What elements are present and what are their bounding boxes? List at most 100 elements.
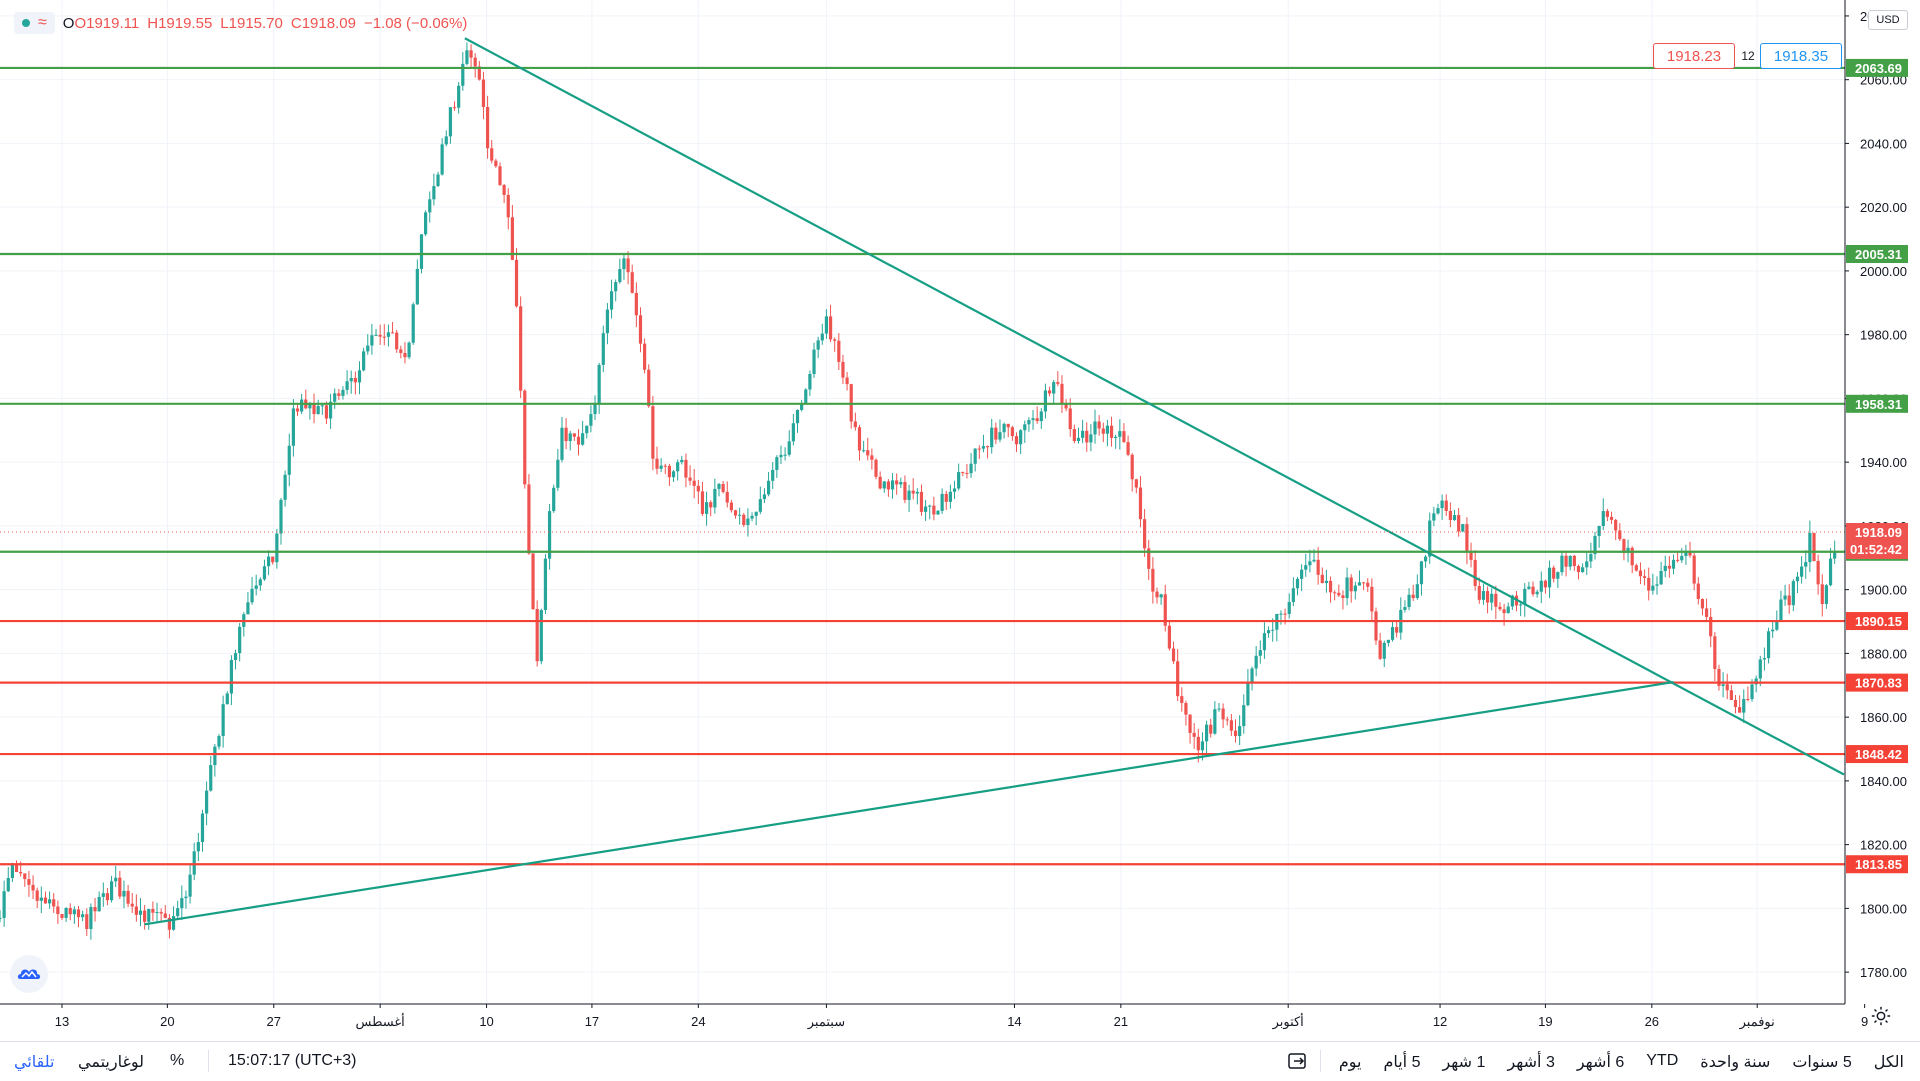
candle: [771, 462, 775, 489]
candle: [754, 511, 758, 526]
candle: [729, 499, 733, 513]
candle: [1469, 542, 1473, 568]
candle: [605, 303, 610, 345]
candle: [890, 473, 895, 499]
candle: [1581, 563, 1585, 573]
auto-scale-button[interactable]: تلقائي: [14, 1054, 55, 1071]
candle: [225, 691, 229, 705]
candle: [469, 44, 473, 68]
candle: [52, 893, 56, 913]
range-3m[interactable]: 3 أشهر: [1507, 1054, 1555, 1071]
legend-status-pill[interactable]: ≈: [14, 12, 55, 34]
candle: [1002, 422, 1006, 439]
candle: [242, 612, 246, 637]
clock-timezone[interactable]: 15:07:17 (UTC+3): [228, 1052, 357, 1069]
candle: [1295, 576, 1300, 596]
percent-scale-button[interactable]: %: [170, 1052, 185, 1069]
price-tick-label: 1860.00: [1860, 710, 1907, 725]
candle: [709, 500, 713, 517]
candle: [428, 191, 432, 223]
candle: [948, 484, 952, 509]
candle: [275, 528, 279, 569]
candle: [969, 453, 973, 478]
candle: [0, 910, 2, 923]
candle: [1229, 713, 1233, 737]
range-ytd[interactable]: YTD: [1646, 1052, 1679, 1069]
candle: [965, 464, 969, 479]
log-scale-button[interactable]: لوغاريتمي: [78, 1054, 144, 1071]
candle: [519, 296, 523, 399]
candle: [738, 507, 742, 525]
range-all[interactable]: الكل: [1873, 1054, 1904, 1071]
level-price-label: 1958.31: [1855, 397, 1902, 412]
candle: [957, 463, 961, 491]
candle: [424, 210, 428, 237]
candle: [1250, 666, 1254, 691]
candle: [828, 304, 833, 343]
candle: [977, 445, 981, 459]
currency-button[interactable]: USD: [1868, 10, 1908, 30]
candle: [692, 469, 696, 499]
candle: [1081, 419, 1085, 444]
time-tick-label: 13: [55, 1014, 69, 1029]
candle: [1704, 598, 1709, 620]
range-6m[interactable]: 6 أشهر: [1576, 1054, 1625, 1071]
candle: [1709, 608, 1713, 648]
candle: [1572, 554, 1576, 571]
candle: [14, 860, 19, 873]
candle: [1184, 700, 1188, 726]
candle: [915, 488, 919, 505]
change-value: −1.08 (−0.06%): [363, 14, 468, 32]
candle: [1382, 640, 1386, 668]
candle: [378, 324, 382, 345]
candle: [1824, 584, 1829, 609]
candle: [564, 418, 568, 450]
candle: [1733, 695, 1738, 714]
candle: [2, 880, 6, 927]
candle: [1316, 547, 1320, 585]
level-price-tag: [1846, 612, 1908, 631]
gear-icon[interactable]: [1870, 1005, 1892, 1027]
candle: [1242, 694, 1246, 734]
candle: [1419, 560, 1424, 596]
level-price-tag: [1846, 58, 1908, 77]
candle: [171, 906, 176, 931]
candle: [1423, 555, 1428, 568]
compare-icon[interactable]: [1286, 1050, 1310, 1072]
candle: [490, 139, 494, 164]
cloud-logo-icon[interactable]: [10, 955, 48, 993]
candle: [1353, 581, 1357, 600]
candle: [366, 334, 370, 355]
candle: [936, 510, 940, 515]
range-1m[interactable]: 1 شهر: [1442, 1054, 1486, 1071]
candle: [845, 372, 849, 391]
candle: [27, 870, 31, 897]
candle: [1531, 581, 1535, 597]
range-1y[interactable]: سنة واحدة: [1700, 1054, 1771, 1071]
candle: [1159, 593, 1163, 605]
candle: [1019, 429, 1023, 455]
range-5d[interactable]: 5 أيام: [1383, 1054, 1421, 1071]
candle: [444, 130, 448, 147]
bid-price[interactable]: 1918.23: [1653, 43, 1735, 69]
time-tick-label: 12: [1433, 1014, 1447, 1029]
candle: [1444, 494, 1448, 516]
range-5y[interactable]: 5 سنوات: [1792, 1054, 1852, 1071]
candle: [60, 913, 64, 921]
candle: [1262, 622, 1267, 659]
candle: [1320, 567, 1324, 584]
candle: [1523, 583, 1527, 617]
ask-price[interactable]: 1918.35: [1760, 43, 1842, 69]
candle: [733, 509, 738, 519]
range-day[interactable]: يوم: [1338, 1054, 1362, 1071]
candle: [1461, 523, 1465, 533]
candle: [1576, 564, 1581, 580]
candle: [1308, 549, 1312, 573]
candle: [874, 458, 878, 480]
candle: [1254, 646, 1258, 677]
candle: [1498, 602, 1502, 611]
candle: [498, 162, 502, 187]
candle: [72, 906, 76, 924]
candle: [1539, 571, 1543, 604]
